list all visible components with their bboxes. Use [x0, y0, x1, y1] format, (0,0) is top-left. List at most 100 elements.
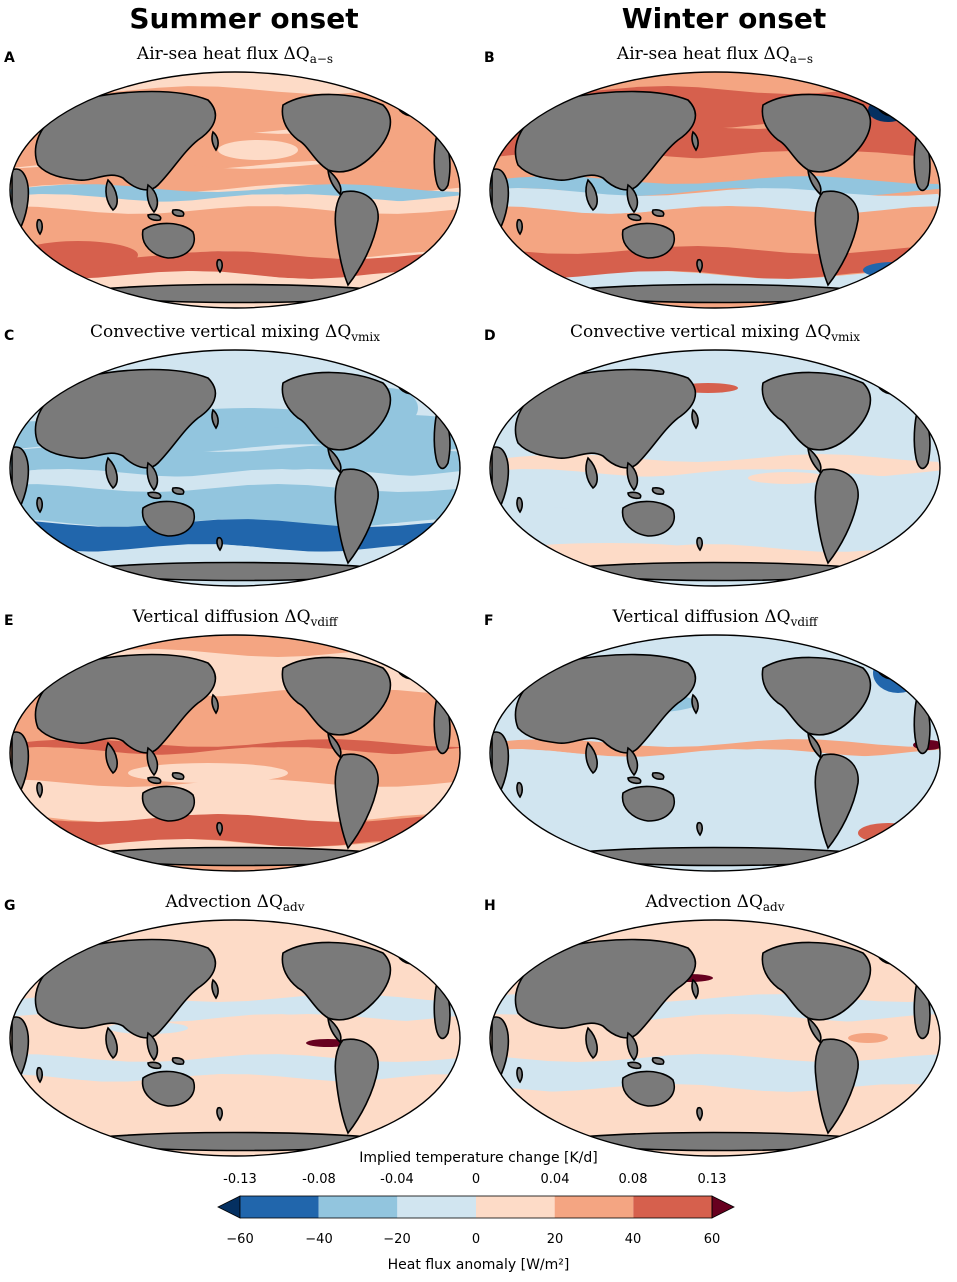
land-mass	[211, 408, 219, 430]
land-mass	[216, 821, 223, 837]
land-mass	[626, 746, 639, 777]
land-mass	[585, 456, 598, 490]
land-mass	[516, 781, 523, 799]
map-panel-d: D Convective vertical mixing ΔQvmix	[480, 322, 950, 598]
land-mass	[621, 222, 675, 259]
panel-title-text: Advection ΔQ	[645, 892, 763, 912]
land-mass	[216, 258, 223, 274]
land-mass	[585, 1026, 598, 1060]
colorbar-over-arrow	[711, 1195, 735, 1219]
map-panel-a: A Air-sea heat flux ΔQa−s	[0, 44, 470, 320]
panel-title-subscript: vmix	[831, 330, 861, 344]
colorbar-segment	[240, 1196, 319, 1218]
colorbar-bottom-tick: 20	[546, 1232, 564, 1247]
colorbar-top-tick: -0.13	[223, 1172, 257, 1187]
map-panel-f: F Vertical diffusion ΔQvdiff	[480, 607, 950, 883]
panel-title: Vertical diffusion ΔQvdiff	[0, 607, 470, 629]
colorbar-segment	[476, 1196, 555, 1218]
land-mass	[877, 92, 905, 117]
panel-title-text: Convective vertical mixing ΔQ	[569, 322, 832, 342]
land-mass	[146, 461, 159, 492]
land-mass	[585, 741, 598, 775]
land-mass	[807, 731, 822, 759]
land-mass	[547, 846, 884, 867]
land-mass	[171, 772, 185, 780]
land-mass	[696, 1106, 703, 1122]
land-mass	[397, 940, 425, 965]
panel-title-subscript: adv	[282, 900, 305, 914]
land-mass	[627, 491, 642, 500]
panel-title-subscript: vdiff	[310, 615, 338, 629]
flux-anomaly-patch	[848, 1033, 888, 1043]
colorbar-bottom-tick: 0	[471, 1232, 481, 1247]
land-mass	[626, 183, 639, 214]
land-mass	[36, 496, 43, 514]
map-border	[9, 634, 461, 872]
colorbar-segment	[554, 1196, 634, 1218]
land-mass	[547, 1131, 884, 1152]
land-mass	[141, 222, 195, 259]
panel-title-subscript: vdiff	[790, 615, 818, 629]
land-mass	[814, 190, 859, 287]
land-mass	[761, 941, 872, 1021]
panel-letter: F	[484, 613, 494, 629]
land-mass	[621, 785, 675, 822]
flux-anomaly-patch	[218, 140, 298, 160]
panel-title: Vertical diffusion ΔQvdiff	[480, 607, 950, 629]
land-mass	[627, 213, 642, 222]
colorbar-bottom-label: Heat flux anomaly [W/m²]	[387, 1257, 570, 1273]
land-mass	[814, 1038, 859, 1135]
land-mass	[651, 772, 665, 780]
land-mass	[281, 371, 392, 451]
land-mass	[913, 976, 931, 1040]
panel-title-subscript: a−s	[789, 52, 814, 66]
land-mass	[626, 461, 639, 492]
world-map	[489, 71, 941, 309]
map-border	[489, 634, 941, 872]
land-mass	[807, 1016, 822, 1044]
map-panel-g: G Advection ΔQadv	[0, 892, 470, 1168]
land-mass	[761, 656, 872, 736]
land-mass	[67, 561, 404, 582]
land-mass	[807, 168, 822, 196]
land-mass	[146, 183, 159, 214]
land-mass	[105, 1026, 118, 1060]
land-mass	[216, 536, 223, 552]
land-mass	[327, 1016, 342, 1044]
land-mass	[327, 446, 342, 474]
panel-letter: A	[4, 50, 15, 66]
colorbar-segment	[397, 1196, 476, 1218]
colorbar-bottom-tick: 40	[624, 1232, 642, 1247]
colorbar-segment	[633, 1196, 712, 1218]
flux-anomaly-patch	[748, 472, 828, 484]
panel-letter: D	[484, 328, 496, 344]
panel-title-text: Air-sea heat flux ΔQ	[136, 44, 310, 64]
land-mass	[433, 691, 451, 755]
land-mass	[281, 93, 392, 173]
land-mass	[585, 178, 598, 212]
land-mass	[67, 283, 404, 304]
world-map	[9, 71, 461, 309]
colorbar-bottom-tick: 60	[703, 1232, 721, 1247]
map-border	[9, 349, 461, 587]
land-mass	[627, 776, 642, 785]
land-mass	[696, 258, 703, 274]
land-mass	[146, 746, 159, 777]
map-panel-c: C Convective vertical mixing ΔQvmix	[0, 322, 470, 598]
land-mass	[327, 731, 342, 759]
panel-letter: H	[484, 898, 496, 914]
flux-anomaly-patch	[168, 408, 328, 428]
land-mass	[171, 487, 185, 495]
land-mass	[913, 128, 931, 192]
colorbar-segment	[318, 1196, 398, 1218]
land-mass	[281, 941, 392, 1021]
land-mass	[211, 130, 219, 152]
land-mass	[171, 209, 185, 217]
land-mass	[691, 408, 699, 430]
map-panel-e: E Vertical diffusion ΔQvdiff	[0, 607, 470, 883]
column-heading-winter: Winter onset	[621, 2, 827, 35]
land-mass	[547, 283, 884, 304]
land-mass	[627, 1061, 642, 1070]
colorbar-top-tick: -0.08	[302, 1172, 336, 1187]
panel-letter: C	[4, 328, 15, 344]
